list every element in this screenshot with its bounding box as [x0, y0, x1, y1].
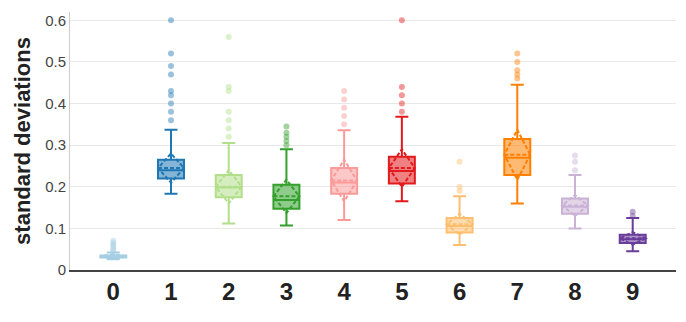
svg-text:9: 9 [626, 278, 639, 305]
svg-text:4: 4 [337, 278, 351, 305]
svg-text:5: 5 [395, 278, 408, 305]
svg-text:0.4: 0.4 [45, 95, 66, 112]
svg-text:2: 2 [222, 278, 235, 305]
svg-text:7: 7 [511, 278, 524, 305]
svg-text:3: 3 [280, 278, 293, 305]
svg-text:0.3: 0.3 [45, 136, 66, 153]
svg-text:0.5: 0.5 [45, 53, 66, 70]
svg-text:standard deviations: standard deviations [10, 37, 35, 245]
svg-text:8: 8 [568, 278, 581, 305]
svg-text:1: 1 [164, 278, 177, 305]
svg-text:6: 6 [453, 278, 466, 305]
svg-text:0.1: 0.1 [45, 220, 66, 237]
svg-text:0.6: 0.6 [45, 12, 66, 29]
svg-text:0: 0 [107, 278, 120, 305]
svg-text:0: 0 [58, 261, 66, 278]
svg-text:0.2: 0.2 [45, 178, 66, 195]
